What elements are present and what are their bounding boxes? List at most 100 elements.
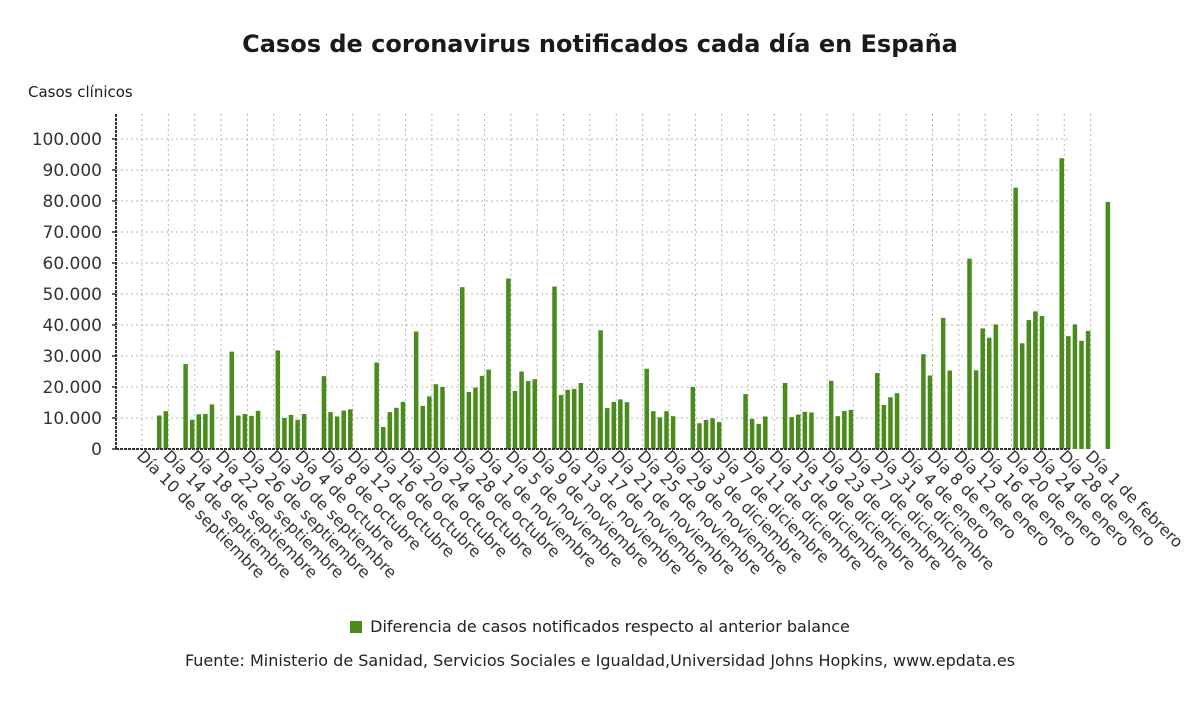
- bar: [993, 324, 999, 449]
- bar: [651, 411, 656, 449]
- bar: [486, 369, 491, 449]
- y-tick-labels: 0 10.000 20.000 30.000 40.000 50.000 60.000 70.…: [32, 130, 102, 460]
- y-tick-label: 40.000: [43, 316, 102, 336]
- bar: [387, 412, 393, 449]
- bar: [1019, 343, 1025, 449]
- bar: [697, 423, 702, 449]
- bar: [947, 370, 952, 449]
- bar: [881, 404, 887, 449]
- y-tick-label: 10.000: [43, 409, 102, 429]
- bar: [1033, 311, 1038, 449]
- legend: Diferencia de casos notificados respecto…: [0, 617, 1200, 636]
- source-note: Fuente: Ministerio de Sanidad, Servicios…: [184, 651, 1016, 670]
- bar: [756, 423, 761, 449]
- bar: [888, 397, 893, 449]
- bar: [670, 416, 676, 449]
- grid-lines: [116, 114, 1092, 449]
- bar: [1013, 187, 1018, 450]
- bar: [763, 416, 768, 449]
- bar: [795, 414, 801, 449]
- bar: [1105, 201, 1111, 449]
- bar: [374, 362, 379, 449]
- bar: [987, 337, 992, 449]
- legend-label: Diferencia de casos notificados respecto…: [370, 617, 850, 636]
- bar: [828, 380, 834, 449]
- y-tick-label: 60.000: [43, 254, 102, 274]
- bar: [572, 388, 577, 449]
- bar: [380, 426, 386, 449]
- bar: [295, 419, 300, 449]
- y-axis-label: Casos clínicos: [28, 83, 133, 101]
- bar: [835, 416, 841, 449]
- bar: [473, 387, 478, 449]
- bar: [427, 396, 432, 449]
- bar: [341, 410, 346, 449]
- bar: [565, 389, 570, 449]
- bar: [927, 375, 933, 449]
- bar: [229, 351, 234, 449]
- bar: [288, 414, 294, 449]
- bar: [1085, 330, 1091, 449]
- bar: [328, 412, 333, 449]
- bar: [716, 422, 722, 449]
- bar: [466, 391, 472, 449]
- bar: [598, 330, 603, 449]
- bar: [1026, 320, 1032, 449]
- bar: [1072, 324, 1078, 449]
- bar: [782, 382, 788, 449]
- chart-title: Casos de coronavirus notificados cada dí…: [242, 30, 958, 58]
- bar: [743, 394, 748, 449]
- bar: [394, 407, 399, 449]
- bar: [532, 379, 537, 449]
- bar: [624, 402, 630, 449]
- bar: [802, 411, 808, 449]
- bar: [440, 387, 445, 449]
- bar: [1059, 158, 1064, 449]
- bar: [703, 419, 709, 449]
- bar: [301, 413, 307, 449]
- bar: [157, 415, 162, 449]
- bar: [980, 328, 985, 449]
- bar: [433, 384, 439, 449]
- bars: [157, 158, 1111, 450]
- bar: [749, 418, 755, 449]
- bar: [512, 391, 518, 449]
- bar: [525, 381, 531, 449]
- y-tick-label: 30.000: [43, 347, 102, 367]
- bar: [789, 417, 794, 449]
- y-tick-label: 80.000: [43, 192, 102, 212]
- bar: [552, 286, 557, 449]
- bar: [618, 399, 623, 449]
- bar: [249, 415, 254, 449]
- bar: [848, 409, 854, 449]
- bar: [519, 371, 524, 449]
- bar: [420, 405, 425, 449]
- bar: [348, 409, 353, 449]
- legend-swatch: [350, 621, 363, 633]
- bar: [940, 317, 946, 449]
- bar: [657, 417, 663, 449]
- axes: [112, 114, 1070, 450]
- bar: [894, 393, 900, 449]
- bar: [321, 376, 327, 449]
- bar: [604, 408, 610, 449]
- bar: [413, 331, 419, 449]
- y-tick-label: 50.000: [43, 285, 102, 305]
- bar: [460, 287, 465, 449]
- bar: [203, 413, 208, 449]
- bar: [710, 418, 715, 449]
- bar: [578, 382, 584, 449]
- bar: [242, 413, 248, 449]
- bar: [967, 258, 972, 449]
- bar: [183, 364, 188, 449]
- bar: [479, 375, 485, 449]
- bar: [842, 410, 847, 449]
- bar: [973, 370, 979, 449]
- bar: [163, 411, 169, 449]
- bar: [1066, 336, 1071, 449]
- bar: [558, 395, 564, 449]
- bar: [875, 373, 880, 449]
- bar: [196, 414, 202, 449]
- bar: [611, 401, 617, 449]
